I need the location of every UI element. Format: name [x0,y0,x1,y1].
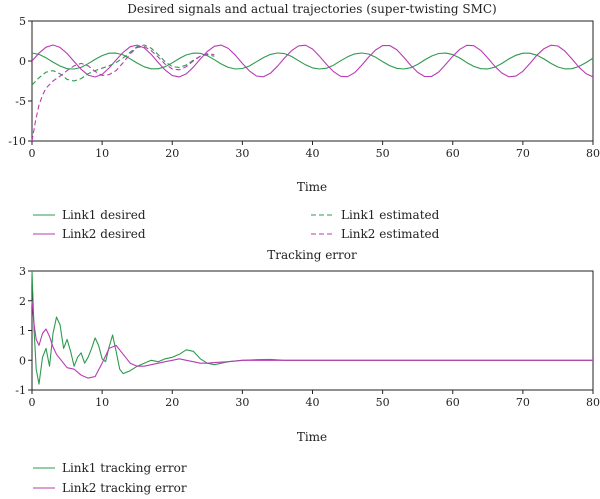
series-line-link2-desired [31,44,594,78]
chart-1-title: Desired signals and actual trajectories … [127,2,496,16]
legend-item-link2-tracking-error: Link2 tracking error [33,481,187,495]
series-line-link1-estimated [31,44,215,86]
x-tick-label: 80 [586,147,600,160]
series-line-link2-estimated [31,46,215,142]
chart-1-plot-frame [31,20,594,142]
legend-item-link1-estimated: Link1 estimated [311,208,440,222]
chart-2-legend: Link1 tracking error Link2 tracking erro… [33,461,187,495]
legend-label: Link2 desired [62,227,146,241]
chart-1-y-axis: -10 -5 0 5 [8,15,32,148]
x-tick-label: 20 [165,147,179,160]
x-tick-label: 30 [235,147,249,160]
legend-label: Link2 tracking error [62,481,187,495]
chart-1-series [31,44,594,142]
chart-2-x-label: Time [297,430,327,444]
y-tick-label: -5 [15,95,26,108]
chart-2-y-axis: -1 0 1 2 3 [15,265,32,397]
chart-2-plot-frame [31,270,594,391]
x-tick-label: 40 [306,396,320,409]
x-tick-label: 0 [29,396,36,409]
y-tick-label: -1 [15,384,26,397]
x-tick-label: 20 [165,396,179,409]
series-line-link1-desired [31,52,594,70]
x-tick-label: 30 [235,396,249,409]
x-tick-label: 50 [376,396,390,409]
legend-item-link2-estimated: Link2 estimated [311,227,440,241]
y-tick-label: 5 [19,15,26,28]
chart-2-series [31,270,593,385]
series-line-link1-tracking-error [31,270,593,385]
y-tick-label: 2 [19,295,26,308]
chart-2-title: Tracking error [267,248,357,262]
chart-1: Desired signals and actual trajectories … [8,2,600,241]
x-tick-label: 60 [446,147,460,160]
x-tick-label: 70 [516,147,530,160]
x-tick-label: 80 [586,396,600,409]
series-line-link2-tracking-error [31,300,593,379]
y-tick-label: 0 [19,55,26,68]
legend-label: Link2 estimated [341,227,440,241]
chart-2-x-axis: 0 10 20 30 40 50 60 70 80 [29,390,600,409]
legend-label: Link1 desired [62,208,146,222]
y-tick-label: 3 [19,265,26,278]
x-tick-label: 40 [306,147,320,160]
x-tick-label: 10 [95,396,109,409]
x-tick-label: 50 [376,147,390,160]
legend-item-link1-desired: Link1 desired [33,208,146,222]
x-tick-label: 10 [95,147,109,160]
legend-label: Link1 estimated [341,208,440,222]
chart-1-x-axis: 0 10 20 30 40 50 60 70 80 [29,141,600,160]
legend-label: Link1 tracking error [62,461,187,475]
x-tick-label: 0 [29,147,36,160]
x-tick-label: 70 [516,396,530,409]
legend-item-link1-tracking-error: Link1 tracking error [33,461,187,475]
y-tick-label: -10 [8,135,26,148]
chart-1-legend: Link1 desired Link2 desired Link1 estima… [33,208,440,241]
chart-1-x-label: Time [297,180,327,194]
x-tick-label: 60 [446,396,460,409]
legend-item-link2-desired: Link2 desired [33,227,146,241]
y-tick-label: 1 [19,325,26,338]
y-tick-label: 0 [19,354,26,367]
